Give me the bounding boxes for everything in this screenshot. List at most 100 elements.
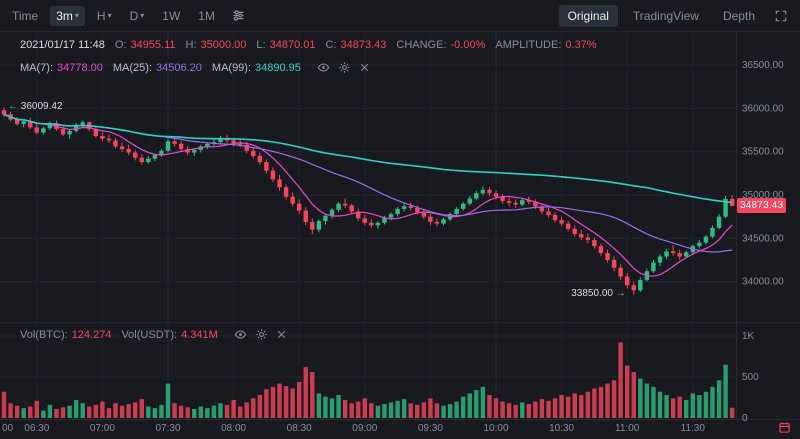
- candle-datetime: 2021/01/17 11:48: [20, 39, 105, 51]
- ma-item: MA(99): 34890.95: [212, 62, 301, 74]
- interval-label: 3m: [56, 8, 73, 23]
- interval-1m-button[interactable]: 1M: [192, 6, 221, 26]
- ma-line-7: [3, 113, 733, 277]
- time-axis-label: 11:30: [681, 423, 706, 434]
- time-axis-label: 08:00: [221, 423, 246, 434]
- price-axis-label: 36500.00: [742, 60, 784, 71]
- ma-values: MA(7): 34778.00 MA(25): 34506.20 MA(99): 3489…: [20, 62, 301, 74]
- ohlc-field-label: L:: [256, 39, 266, 51]
- axis-labels-layer: 36500.00 36000.00 35500.00 35000.00 34500.00…: [2, 60, 784, 434]
- chart-settings-icon[interactable]: [231, 8, 246, 23]
- chevron-down-icon: ▾: [140, 10, 145, 20]
- tab-depth[interactable]: Depth: [722, 8, 755, 23]
- ohlc-field: CHANGE: -0.00%: [396, 39, 485, 51]
- time-axis-label: 07:00: [90, 423, 115, 434]
- ma-settings-icon[interactable]: [338, 61, 351, 74]
- interval-label: 1W: [162, 8, 181, 23]
- time-axis-label: 08:30: [287, 423, 312, 434]
- ma-label: MA(25):: [112, 61, 153, 74]
- ohlc-field-value: -0.00%: [450, 39, 486, 51]
- ohlc-field-value: 35000.00: [200, 39, 247, 51]
- right-arrow-icon: →: [612, 287, 626, 299]
- high-price-annotation: ← 36009.42: [8, 101, 63, 112]
- interval-3m-button[interactable]: 3m ▾: [50, 5, 85, 26]
- tab-tradingview[interactable]: TradingView: [632, 8, 699, 23]
- price-axis-label: 34000.00: [742, 277, 784, 288]
- volume-field-value: 4.341M: [181, 328, 218, 341]
- ma-line-25: [3, 113, 733, 253]
- price-axis-label: 35500.00: [742, 147, 784, 158]
- ohlc-field: C: 34873.43: [326, 39, 387, 51]
- interval-d-button[interactable]: D ▾: [124, 6, 151, 26]
- ohlc-field: H: 35000.00: [186, 39, 247, 51]
- volume-visibility-icon[interactable]: [234, 328, 247, 341]
- time-axis-label: 06:30: [24, 423, 49, 434]
- ma-label: MA(7):: [20, 61, 53, 74]
- ohlc-field: AMPLITUDE: 0.37%: [495, 39, 596, 51]
- ohlc-field-label: O:: [114, 39, 127, 51]
- chart-mode-controls: Original TradingView Depth: [558, 4, 788, 27]
- volume-field-label: Vol(USDT):: [121, 328, 178, 341]
- volume-axis-label: 500: [742, 372, 759, 383]
- ohlc-field-label: H:: [185, 39, 197, 51]
- chevron-down-icon: ▾: [107, 10, 112, 20]
- ma-icon-group: [317, 61, 370, 74]
- low-price-value: 33850.00: [571, 287, 613, 299]
- interval-list: 3m ▾ H ▾ D ▾ 1W 1M: [50, 5, 221, 26]
- interval-1w-button[interactable]: 1W: [156, 6, 186, 26]
- ma-line-99: [3, 113, 733, 204]
- volume-settings-icon[interactable]: [255, 328, 268, 341]
- time-axis-label: 09:30: [418, 423, 443, 434]
- ohlc-field-value: 34955.11: [130, 39, 176, 51]
- volume-field: Vol(BTC): 124.274: [20, 329, 111, 341]
- chart-mode-tabs: Original TradingView Depth: [558, 4, 764, 27]
- ma-label: MA(99):: [211, 61, 252, 74]
- volume-icon-group: [234, 328, 287, 341]
- high-price-value: 36009.42: [20, 100, 63, 112]
- ohlc-field: O: 34955.11: [115, 39, 176, 51]
- ma-remove-icon[interactable]: [359, 62, 370, 73]
- ohlc-info-bar: 2021/01/17 11:48 O: 34955.11 H: 35000.00 L: 3…: [20, 39, 597, 51]
- time-axis-label: 07:30: [155, 423, 180, 434]
- fullscreen-icon[interactable]: [774, 9, 788, 23]
- time-axis-edge-label: 00: [2, 423, 14, 434]
- time-axis-label: 11:00: [615, 423, 640, 434]
- tab-original[interactable]: Original: [558, 4, 618, 27]
- ohlc-field-value: 0.37%: [565, 39, 597, 51]
- last-price-badge: 34873.43: [737, 197, 787, 213]
- volume-remove-icon[interactable]: [276, 329, 287, 340]
- price-axis-label: 34500.00: [742, 233, 784, 244]
- ma-item: MA(7): 34778.00: [20, 62, 103, 74]
- calendar-icon[interactable]: [778, 421, 791, 434]
- ma-visibility-icon[interactable]: [317, 61, 330, 74]
- ma-item: MA(25): 34506.20: [113, 62, 202, 74]
- interval-label: D: [129, 8, 139, 23]
- interval-label: H: [96, 8, 106, 23]
- ma-value: 34506.20: [156, 61, 202, 74]
- ohlc-field-value: 34873.43: [340, 39, 387, 51]
- volume-axis-label: 1K: [742, 331, 755, 342]
- interval-label: 1M: [198, 8, 215, 23]
- price-axis-label: 36000.00: [742, 103, 784, 114]
- volume-values: Vol(BTC): 124.274 Vol(USDT): 4.341M: [20, 329, 218, 341]
- time-axis-label: 10:30: [549, 423, 574, 434]
- grid-layer: [0, 32, 800, 420]
- interval-controls: Time 3m ▾ H ▾ D ▾ 1W 1M: [12, 5, 246, 26]
- price-axis-label: 35000.00: [742, 190, 784, 201]
- ma-indicator-bar: MA(7): 34778.00 MA(25): 34506.20 MA(99): 3489…: [20, 61, 370, 74]
- candles-layer: [1, 107, 735, 295]
- volume-field-label: Vol(BTC):: [20, 328, 68, 341]
- chevron-down-icon: ▾: [74, 10, 79, 20]
- ma-value: 34778.00: [57, 61, 103, 74]
- volume-axis-label: 0: [742, 413, 748, 424]
- time-axis-label: 09:00: [352, 423, 377, 434]
- volume-field: Vol(USDT): 4.341M: [121, 329, 217, 341]
- time-label: Time: [12, 8, 39, 23]
- chart-toolbar: Time 3m ▾ H ▾ D ▾ 1W 1M Original TradingView Dept…: [0, 0, 800, 32]
- ohlc-fields: O: 34955.11 H: 35000.00 L: 34870.01 C: 34873.43…: [115, 39, 597, 51]
- volume-bars-layer: [1, 342, 735, 418]
- interval-h-button[interactable]: H ▾: [91, 6, 118, 26]
- time-axis-label: 10:00: [483, 423, 508, 434]
